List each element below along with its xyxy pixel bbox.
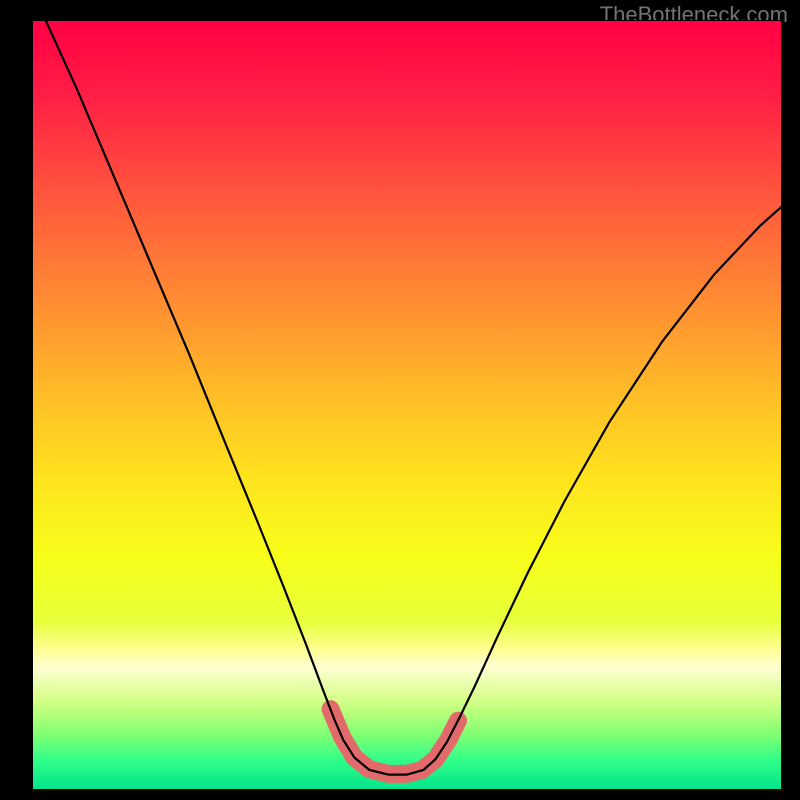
plot-svg xyxy=(32,20,782,790)
gradient-background xyxy=(32,20,782,790)
plot-area xyxy=(32,20,782,790)
chart-frame: TheBottleneck.com xyxy=(0,0,800,800)
